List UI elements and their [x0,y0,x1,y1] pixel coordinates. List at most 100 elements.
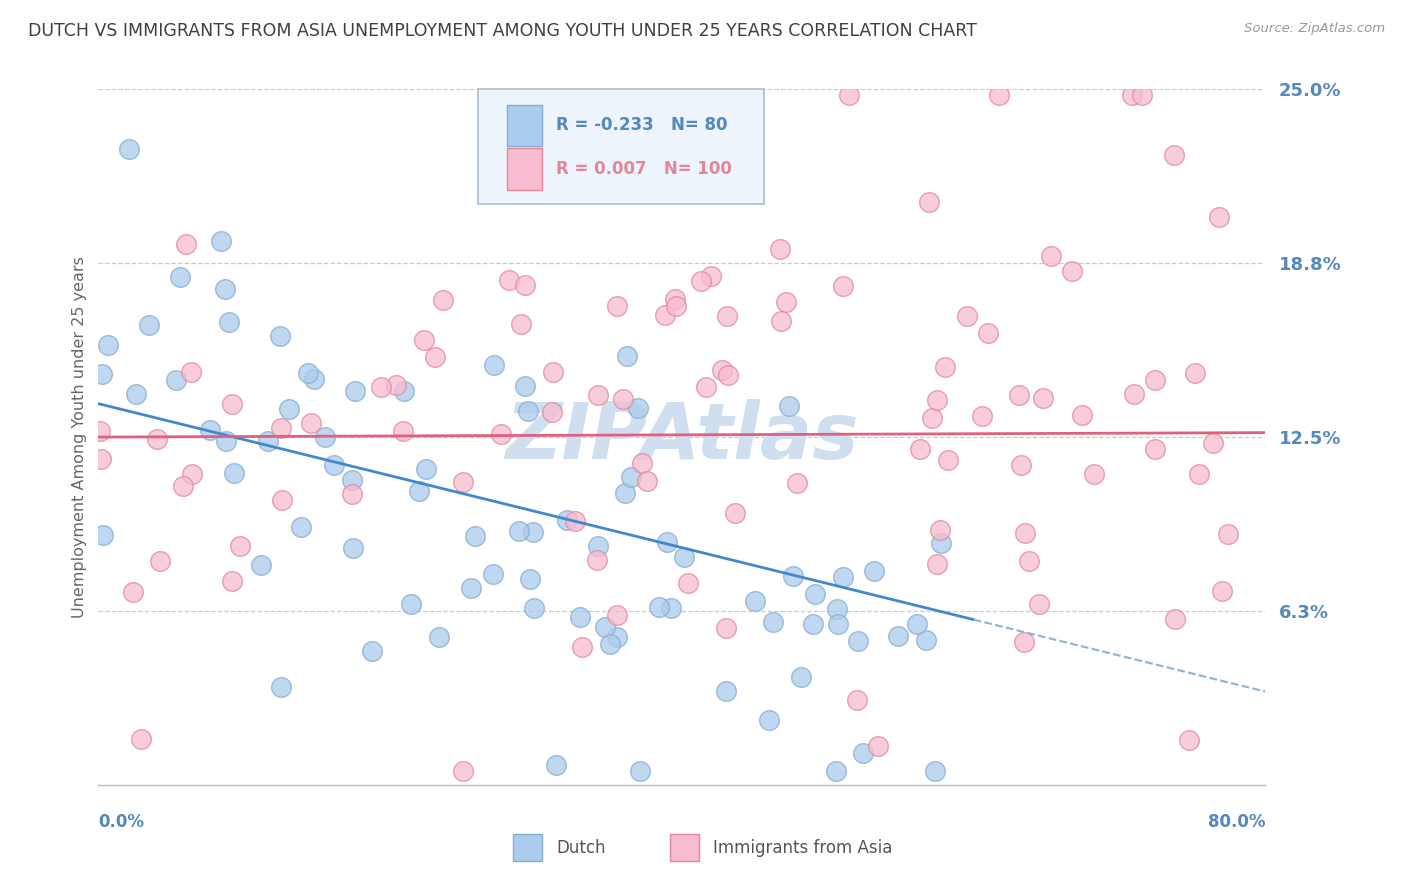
Point [827,602,849,616]
Point [342,541,364,555]
Point [927,557,949,571]
Point [654,308,676,322]
Point [887,629,910,643]
Point [269,328,291,343]
Point [392,424,415,438]
Point [250,558,273,572]
Point [482,566,505,581]
Point [229,540,252,554]
Point [868,739,890,753]
Point [972,409,994,423]
Point [541,404,564,418]
Point [915,632,938,647]
Point [198,423,221,437]
Point [769,314,792,328]
Point [927,393,949,408]
Point [929,536,952,550]
Point [215,434,238,449]
Point [1188,467,1211,481]
Point [515,277,537,292]
Point [97,338,120,352]
Point [124,386,146,401]
Point [343,384,366,398]
Text: Immigrants from Asia: Immigrants from Asia [713,838,893,856]
Point [211,234,233,248]
Point [221,397,243,411]
Point [700,269,723,284]
Point [302,372,325,386]
Point [631,456,654,470]
Point [987,87,1010,102]
Point [672,550,695,565]
Point [665,299,688,313]
Point [314,430,336,444]
Point [832,278,855,293]
Point [1178,733,1201,747]
Point [221,574,243,588]
Point [174,236,197,251]
Point [1216,527,1239,541]
Point [1121,87,1143,102]
Point [342,474,364,488]
Point [695,380,717,394]
Point [270,680,292,694]
Point [910,442,932,456]
Point [655,535,678,549]
Text: Dutch: Dutch [555,838,606,856]
Point [90,451,112,466]
Point [921,410,943,425]
Point [432,293,454,307]
Point [129,731,152,746]
Point [586,388,609,402]
Point [169,269,191,284]
Point [606,300,628,314]
Point [408,483,430,498]
Point [804,587,827,601]
Point [690,274,713,288]
Point [713,87,735,102]
Point [1008,388,1031,402]
Point [257,434,280,449]
Point [778,399,800,413]
Point [1083,467,1105,481]
Point [1143,442,1166,456]
Bar [508,104,541,146]
Point [370,380,392,394]
Point [1028,598,1050,612]
Text: ZIPAtlas: ZIPAtlas [505,399,859,475]
Point [846,634,869,648]
Point [555,513,578,527]
Point [845,692,868,706]
Point [786,475,808,490]
Point [676,575,699,590]
Point [522,524,544,539]
Point [934,360,956,375]
Point [464,529,486,543]
Point [1014,526,1036,541]
Point [546,758,568,772]
Point [117,142,139,156]
Y-axis label: Unemployment Among Youth under 25 years: Unemployment Among Youth under 25 years [72,256,87,618]
Point [523,601,546,615]
Point [586,552,609,566]
Point [460,582,482,596]
Point [415,462,437,476]
Point [1040,249,1063,263]
Point [612,392,634,406]
Point [664,292,686,306]
Point [1010,458,1032,472]
Text: R = -0.233   N= 80: R = -0.233 N= 80 [555,116,727,135]
Point [1184,366,1206,380]
Text: R = 0.007   N= 100: R = 0.007 N= 100 [555,161,731,178]
FancyBboxPatch shape [478,89,763,204]
Point [510,317,533,331]
Point [498,273,520,287]
Point [121,585,143,599]
Point [519,572,541,586]
Point [342,487,364,501]
Point [89,424,111,438]
Point [593,620,616,634]
Point [824,764,846,778]
Point [146,432,169,446]
Point [413,334,436,348]
